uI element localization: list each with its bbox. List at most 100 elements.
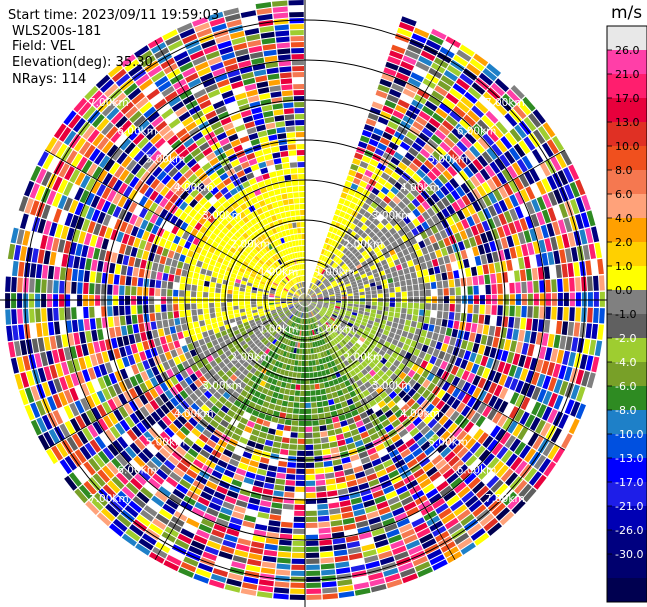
velocity-gate xyxy=(342,462,353,470)
velocity-gate xyxy=(373,463,385,472)
velocity-gate xyxy=(352,218,360,225)
velocity-gate xyxy=(597,258,604,275)
velocity-gate xyxy=(379,200,388,209)
velocity-gate xyxy=(530,213,540,227)
velocity-gate xyxy=(200,491,213,501)
velocity-gate xyxy=(426,331,433,339)
velocity-gate xyxy=(375,331,382,338)
velocity-gate xyxy=(363,499,376,508)
velocity-gate xyxy=(405,539,421,550)
velocity-gate xyxy=(326,274,332,279)
velocity-gate xyxy=(402,366,411,375)
velocity-gate xyxy=(49,335,57,350)
velocity-gate xyxy=(323,454,332,461)
velocity-gate xyxy=(316,365,321,371)
velocity-gate xyxy=(274,360,280,367)
velocity-gate xyxy=(107,316,114,328)
velocity-gate xyxy=(199,273,205,281)
velocity-gate xyxy=(322,316,328,322)
velocity-gate xyxy=(396,329,403,336)
velocity-gate xyxy=(350,497,363,505)
velocity-gate xyxy=(403,384,412,393)
velocity-gate xyxy=(300,312,303,318)
velocity-gate xyxy=(384,424,394,433)
velocity-gate xyxy=(122,255,130,266)
velocity-gate xyxy=(365,301,371,306)
velocity-gate xyxy=(113,316,120,327)
velocity-gate xyxy=(460,313,467,322)
velocity-gate xyxy=(391,83,404,93)
velocity-gate xyxy=(411,227,419,236)
velocity-gate xyxy=(384,126,396,136)
velocity-gate xyxy=(280,369,286,376)
velocity-gate xyxy=(314,287,319,292)
velocity-gate xyxy=(527,306,533,318)
velocity-gate xyxy=(449,337,457,346)
velocity-gate xyxy=(389,209,398,218)
velocity-gate xyxy=(306,570,321,576)
velocity-gate xyxy=(389,343,396,351)
velocity-gate xyxy=(325,282,330,287)
velocity-gate xyxy=(95,272,102,284)
velocity-gate xyxy=(491,143,503,157)
velocity-gate xyxy=(386,528,400,538)
velocity-gate xyxy=(376,285,383,290)
velocity-gate xyxy=(321,569,336,576)
velocity-gate xyxy=(338,281,344,285)
velocity-gate xyxy=(248,497,261,505)
velocity-gate xyxy=(369,282,376,287)
velocity-gate xyxy=(137,305,143,314)
velocity-gate xyxy=(514,479,528,495)
velocity-gate xyxy=(421,369,430,379)
velocity-gate xyxy=(347,293,353,297)
velocity-gate xyxy=(389,302,395,307)
velocity-gate xyxy=(239,417,249,425)
velocity-gate xyxy=(276,472,286,479)
velocity-gate xyxy=(132,324,140,334)
velocity-gate xyxy=(599,275,605,291)
velocity-gate xyxy=(186,490,199,501)
velocity-gate xyxy=(319,425,327,432)
velocity-gate xyxy=(305,294,309,300)
velocity-gate xyxy=(380,382,389,391)
velocity-gate xyxy=(353,226,360,233)
velocity-gate xyxy=(389,449,400,458)
velocity-gate xyxy=(337,350,343,357)
velocity-gate xyxy=(348,275,355,281)
velocity-gate xyxy=(411,99,424,110)
velocity-gate xyxy=(552,447,565,463)
velocity-gate xyxy=(415,452,427,463)
velocity-gate xyxy=(300,324,303,330)
velocity-gate xyxy=(429,235,437,244)
velocity-gate xyxy=(329,260,335,266)
velocity-gate xyxy=(515,394,525,408)
velocity-gate xyxy=(240,456,251,465)
velocity-gate xyxy=(454,312,461,321)
velocity-gate xyxy=(346,541,361,549)
velocity-gate xyxy=(341,291,347,295)
velocity-gate xyxy=(176,462,189,473)
velocity-gate xyxy=(445,327,453,337)
velocity-gate xyxy=(353,295,359,299)
velocity-gate xyxy=(375,239,383,246)
velocity-gate xyxy=(426,466,438,477)
velocity-gate xyxy=(375,443,385,452)
velocity-gate xyxy=(322,243,328,249)
velocity-gate xyxy=(237,494,250,503)
velocity-gate xyxy=(209,302,215,308)
velocity-gate xyxy=(356,316,363,321)
velocity-gate xyxy=(336,343,342,350)
velocity-gate xyxy=(289,594,305,600)
velocity-gate xyxy=(338,395,346,402)
velocity-gate xyxy=(561,263,568,278)
velocity-gate xyxy=(354,587,371,596)
velocity-gate xyxy=(517,231,526,245)
velocity-gate xyxy=(558,365,567,380)
velocity-gate xyxy=(330,317,336,322)
velocity-gate xyxy=(343,278,349,283)
velocity-gate xyxy=(439,229,448,239)
velocity-gate xyxy=(532,109,546,125)
velocity-gate xyxy=(294,396,300,402)
velocity-gate xyxy=(360,431,369,439)
velocity-gate xyxy=(488,395,498,408)
